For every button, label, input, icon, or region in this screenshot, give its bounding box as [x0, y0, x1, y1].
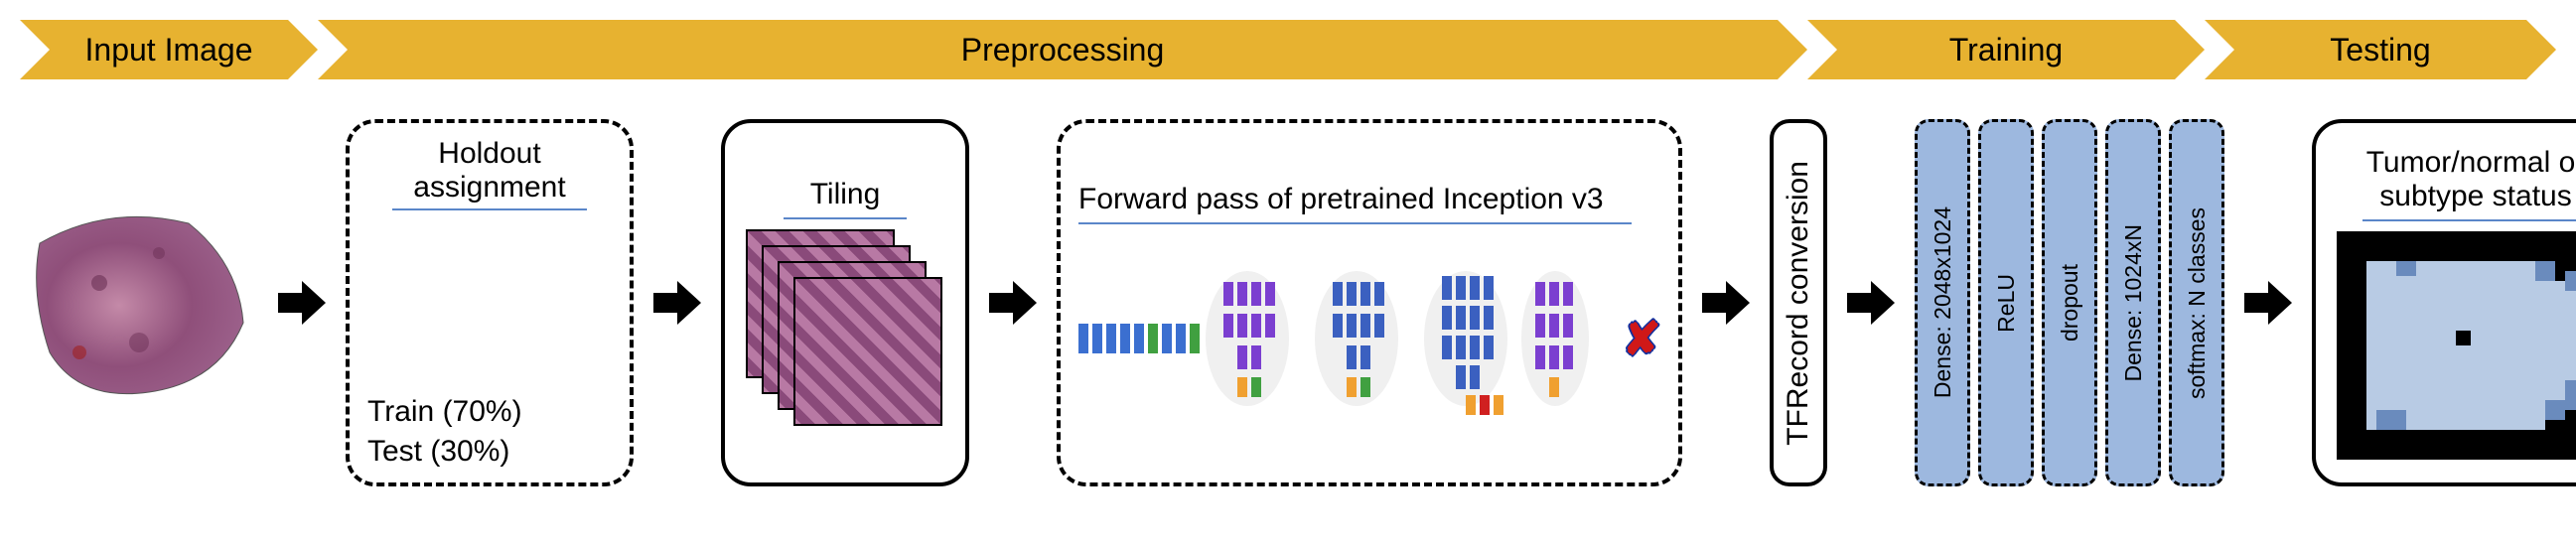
- stage-chevron-test: Testing: [2205, 20, 2556, 79]
- red-x-icon: ✘: [1623, 312, 1661, 365]
- tfrecord-box: TFRecord conversion: [1770, 119, 1827, 486]
- arrow-icon: [276, 277, 328, 329]
- stage-label: Testing: [2330, 32, 2430, 68]
- tiling-box: Tiling: [721, 119, 969, 486]
- nn-layer-label: dropout: [2057, 264, 2083, 342]
- forward-title: Forward pass of pretrained Inception v3: [1078, 183, 1660, 216]
- arrow-icon: [987, 277, 1039, 329]
- stage-chevron-input: Input Image: [20, 20, 318, 79]
- tfrecord-label: TFRecord conversion: [1782, 161, 1815, 446]
- tile-stack: [746, 229, 944, 428]
- result-title: Tumor/normal or subtype status: [2334, 146, 2576, 213]
- stage-chevron-preproc: Preprocessing: [318, 20, 1807, 79]
- divider: [784, 217, 907, 219]
- tiling-title: Tiling: [810, 178, 881, 211]
- holdout-box: Holdout assignment Train (70%) Test (30%…: [346, 119, 634, 486]
- arrow-icon: [2242, 277, 2294, 329]
- stage-chevron-train: Training: [1807, 20, 2205, 79]
- nn-layer-label: softmax: N classes: [2184, 207, 2211, 399]
- stage-label: Input Image: [85, 32, 253, 68]
- nn-layer-label: ReLU: [1993, 274, 2020, 333]
- arrow-icon: [1845, 277, 1897, 329]
- arrow-icon: [1700, 277, 1752, 329]
- stage-label: Preprocessing: [961, 32, 1165, 68]
- stage-label: Training: [1949, 32, 2063, 68]
- divider: [1078, 222, 1632, 224]
- pipeline-row: Holdout assignment Train (70%) Test (30%…: [20, 99, 2556, 506]
- training-layers: Dense: 2048x1024 ReLU dropout Dense: 1024xN…: [1915, 119, 2224, 486]
- holdout-title: Holdout assignment: [367, 137, 612, 205]
- input-histology-image: [20, 194, 258, 412]
- tile: [793, 277, 942, 426]
- result-map: [2337, 231, 2576, 460]
- arrow-icon: [651, 277, 703, 329]
- holdout-train: Train (70%): [367, 395, 612, 429]
- nn-layer: Dense: 2048x1024: [1915, 119, 1970, 486]
- nn-layer: ReLU: [1978, 119, 2034, 486]
- divider: [2362, 219, 2576, 221]
- nn-layer: dropout: [2042, 119, 2097, 486]
- nn-layer: softmax: N classes: [2169, 119, 2224, 486]
- inception-diagram: [1078, 254, 1615, 423]
- nn-layer: Dense: 1024xN: [2105, 119, 2161, 486]
- nn-layer-label: Dense: 2048x1024: [1930, 206, 1956, 398]
- forward-pass-box: Forward pass of pretrained Inception v3: [1057, 119, 1682, 486]
- result-box: Tumor/normal or subtype status: [2312, 119, 2576, 486]
- nn-layer-label: Dense: 1024xN: [2120, 224, 2147, 382]
- divider: [392, 208, 588, 210]
- holdout-test: Test (30%): [367, 435, 612, 469]
